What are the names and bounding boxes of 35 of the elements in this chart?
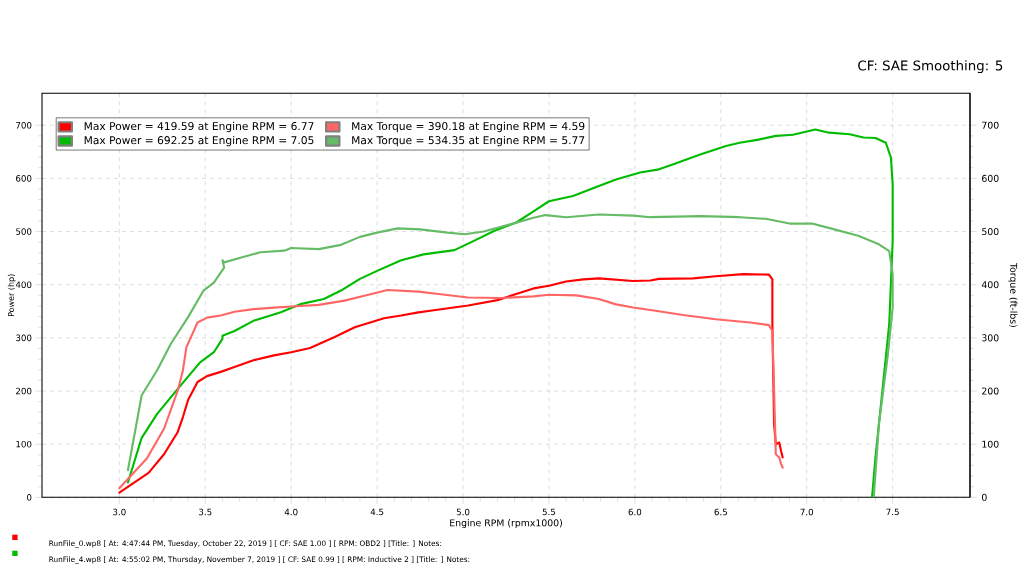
x-axis-title: Engine RPM (rpmx1000) xyxy=(450,519,562,529)
x-tick-label: 3.0 xyxy=(113,508,126,516)
x-tick-label: 5.5 xyxy=(542,508,556,516)
legend-label: Max Torque = 390.18 at Engine RPM = 4.59 xyxy=(352,121,585,133)
x-tick-label: 3.5 xyxy=(199,508,212,516)
text: CF: SAE Smoothing: 5 xyxy=(858,60,1003,74)
y-axis-title: Power (hp) xyxy=(7,274,16,317)
x-tick-label: 5.0 xyxy=(456,508,470,516)
y-tick-label: 500 xyxy=(16,228,32,235)
y-tick-label: 100 xyxy=(16,440,32,448)
legend-label: Max Torque = 534.35 at Engine RPM = 5.77 xyxy=(352,135,585,147)
y2-tick-label: 100 xyxy=(982,440,999,448)
line-series xyxy=(126,213,894,498)
y2-tick-label: 200 xyxy=(982,387,999,395)
x-tick-label: 4.5 xyxy=(370,508,384,516)
legend-label: Max Power = 419.59 at Engine RPM = 6.77 xyxy=(84,121,314,133)
y2-tick-label: 400 xyxy=(981,281,999,289)
y2-axis-title: Torque (ft-lbs) xyxy=(1008,262,1018,327)
y-tick-label: 600 xyxy=(16,175,32,182)
y-tick-label: 0 xyxy=(27,494,32,501)
y2-tick-label: 500 xyxy=(982,228,999,236)
x-tick-label: 4.0 xyxy=(284,508,298,516)
y2-tick-label: 700 xyxy=(982,121,999,129)
x-tick-label: 7.0 xyxy=(800,508,814,516)
x-tick-label: 7.5 xyxy=(886,508,899,516)
y-tick-label: 300 xyxy=(16,334,32,342)
x-tick-label: 6.5 xyxy=(714,508,727,516)
y2-tick-label: 300 xyxy=(982,334,999,342)
y-tick-label: 200 xyxy=(16,387,32,395)
y2-tick-label: 600 xyxy=(982,174,999,182)
y2-tick-label: 0 xyxy=(981,493,987,501)
y-tick-label: 700 xyxy=(16,121,32,129)
legend-label: Max Power = 692.25 at Engine RPM = 7.05 xyxy=(84,135,314,147)
x-tick-label: 6.0 xyxy=(628,508,642,516)
y-tick-label: 400 xyxy=(15,281,32,288)
